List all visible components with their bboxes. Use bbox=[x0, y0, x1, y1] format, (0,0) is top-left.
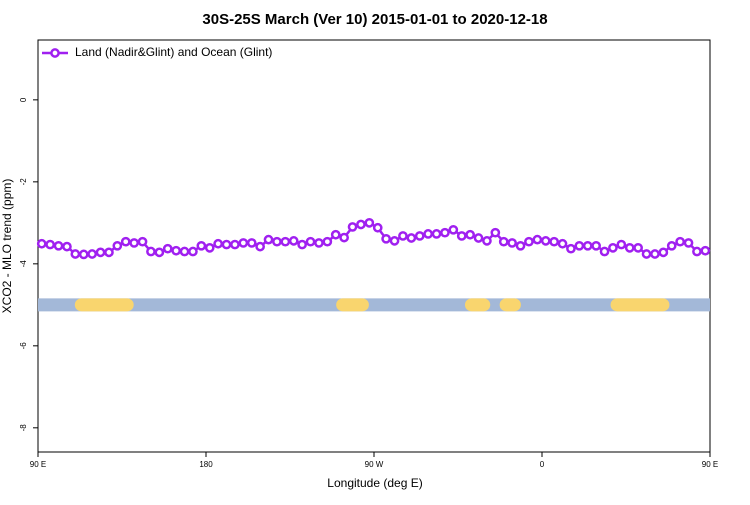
point bbox=[112, 240, 123, 251]
point bbox=[162, 243, 173, 254]
point bbox=[532, 234, 543, 245]
point bbox=[129, 238, 139, 248]
point bbox=[507, 238, 517, 248]
point bbox=[78, 249, 89, 260]
chart-title: 30S-25S March (Ver 10) 2015-01-01 to 202… bbox=[202, 11, 547, 28]
point bbox=[549, 236, 559, 247]
y-tick-label: -4 bbox=[19, 260, 28, 268]
point bbox=[381, 233, 391, 244]
point bbox=[616, 239, 627, 250]
legend-label: Land (Nadir&Glint) and Ocean (Glint) bbox=[75, 45, 272, 59]
point bbox=[196, 240, 207, 251]
point bbox=[566, 243, 576, 254]
point bbox=[574, 240, 585, 251]
point bbox=[347, 222, 358, 232]
point bbox=[641, 249, 652, 259]
point bbox=[120, 236, 131, 247]
point bbox=[356, 219, 366, 230]
point bbox=[700, 245, 711, 256]
point bbox=[305, 236, 316, 247]
point bbox=[456, 231, 467, 241]
point bbox=[692, 246, 702, 257]
point bbox=[406, 233, 417, 243]
point bbox=[230, 239, 240, 250]
point bbox=[599, 246, 610, 257]
point bbox=[330, 229, 341, 240]
point bbox=[204, 242, 215, 253]
x-tick-label: 180 bbox=[199, 460, 213, 469]
point bbox=[372, 222, 383, 233]
point bbox=[431, 229, 442, 239]
x-tick-label: 0 bbox=[540, 460, 545, 469]
point bbox=[364, 217, 375, 228]
x-axis-label: Longitude (deg E) bbox=[327, 476, 422, 490]
x-tick-label: 90 W bbox=[365, 460, 384, 469]
point bbox=[440, 227, 450, 238]
point bbox=[179, 246, 190, 257]
point bbox=[633, 242, 643, 253]
point bbox=[448, 224, 459, 235]
point bbox=[650, 249, 660, 259]
x-tick-label: 90 E bbox=[30, 460, 46, 469]
point bbox=[322, 236, 333, 247]
point bbox=[414, 231, 425, 241]
point bbox=[95, 247, 106, 258]
point bbox=[675, 236, 685, 247]
point bbox=[137, 236, 148, 247]
point bbox=[683, 238, 694, 248]
y-tick-label: -2 bbox=[19, 178, 28, 186]
legend-marker bbox=[50, 48, 60, 58]
point bbox=[70, 249, 81, 259]
point bbox=[557, 238, 568, 249]
point bbox=[540, 236, 551, 246]
point bbox=[263, 234, 274, 245]
point bbox=[591, 240, 601, 251]
point bbox=[238, 238, 249, 248]
x-tick-label: 90 E bbox=[702, 460, 718, 469]
point bbox=[498, 236, 509, 247]
point bbox=[482, 236, 492, 246]
point bbox=[255, 241, 265, 252]
point bbox=[524, 236, 534, 247]
point bbox=[314, 238, 324, 248]
point bbox=[515, 240, 526, 251]
point bbox=[36, 238, 47, 249]
point bbox=[339, 232, 349, 243]
point bbox=[666, 240, 677, 251]
y-tick-label: -8 bbox=[19, 424, 28, 432]
point bbox=[188, 246, 198, 257]
point bbox=[389, 236, 400, 246]
point bbox=[280, 236, 291, 247]
point bbox=[582, 240, 593, 251]
point bbox=[45, 239, 55, 250]
point bbox=[62, 241, 72, 252]
point bbox=[154, 247, 165, 258]
point bbox=[398, 231, 408, 241]
point bbox=[658, 247, 669, 258]
point bbox=[473, 233, 484, 243]
point bbox=[53, 240, 64, 251]
point bbox=[608, 242, 618, 253]
point bbox=[87, 249, 97, 259]
point bbox=[272, 236, 282, 247]
point bbox=[104, 247, 114, 258]
point bbox=[246, 238, 257, 248]
point bbox=[171, 245, 181, 256]
point bbox=[465, 229, 475, 240]
point bbox=[146, 246, 156, 257]
point bbox=[288, 236, 299, 246]
y-tick-label: 0 bbox=[19, 97, 28, 102]
y-axis-label: XCO2 - MLO trend (ppm) bbox=[0, 179, 14, 314]
point bbox=[297, 239, 307, 250]
point bbox=[221, 239, 232, 250]
point bbox=[423, 229, 433, 239]
point bbox=[213, 238, 223, 249]
y-tick-label: -6 bbox=[19, 342, 28, 350]
point bbox=[490, 227, 501, 238]
point bbox=[624, 242, 635, 253]
